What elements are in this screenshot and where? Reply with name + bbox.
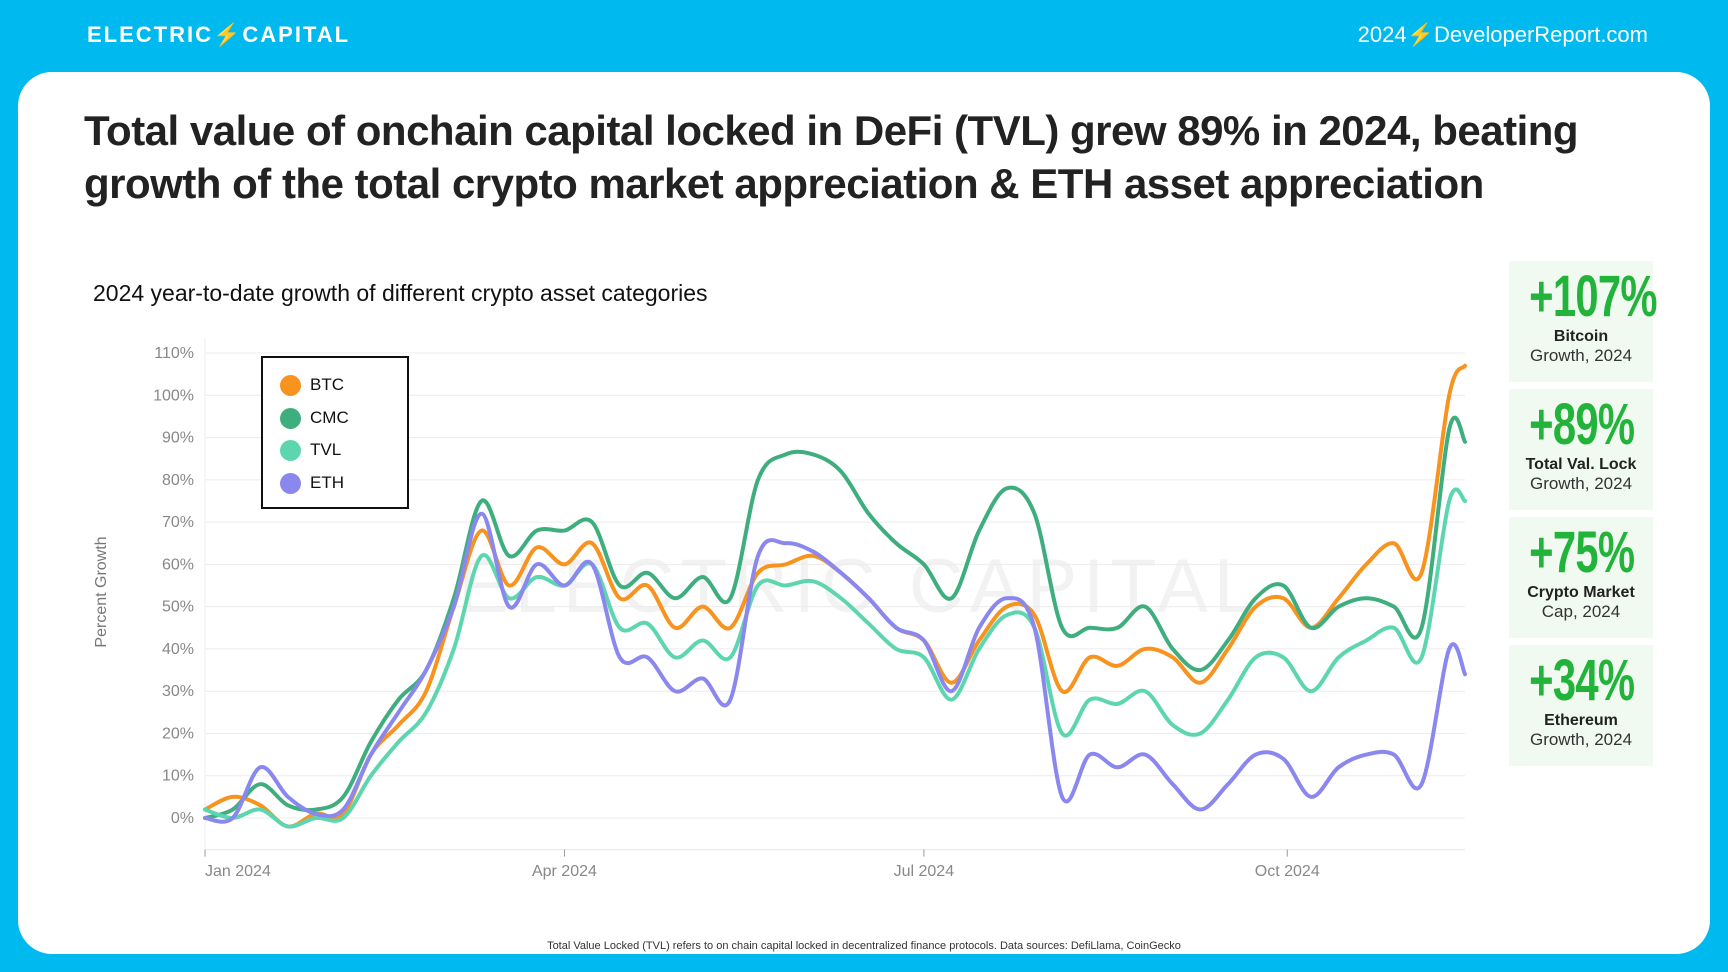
stat-value: +107% <box>1529 264 1657 329</box>
y-tick-label: 70% <box>162 514 194 531</box>
y-tick-label: 0% <box>171 810 194 827</box>
y-tick-label: 30% <box>162 683 194 700</box>
legend-label: CMC <box>310 408 349 427</box>
y-tick-label: 100% <box>153 387 194 404</box>
stat-label: Total Val. Lock <box>1525 456 1637 473</box>
y-tick-label: 90% <box>162 430 194 447</box>
page-title: Total value of onchain capital locked in… <box>84 107 1579 207</box>
stat-sublabel: Growth, 2024 <box>1529 346 1633 365</box>
y-tick-label: 60% <box>162 556 194 573</box>
y-tick-label: 80% <box>162 472 194 489</box>
stat-ethereum: +34% Ethereum Growth, 2024 <box>1509 645 1653 766</box>
y-tick-label: 10% <box>162 768 194 785</box>
legend-swatch <box>280 374 301 396</box>
footnote: Total Value Locked (TVL) refers to on ch… <box>547 940 1181 952</box>
y-tick-label: 20% <box>162 725 194 742</box>
legend-item-tvl: TVL <box>280 439 341 461</box>
legend-label: ETH <box>310 473 344 492</box>
x-tick-label: Jul 2024 <box>894 863 955 880</box>
legend-label: TVL <box>310 440 342 459</box>
legend-item-eth: ETH <box>280 472 344 494</box>
legend: BTC CMC TVL ETH <box>261 356 409 509</box>
series-line-eth <box>203 511 1467 824</box>
stat-label: Bitcoin <box>1553 328 1609 345</box>
developer-report-site: 2024⚡DeveloperReport.com <box>1357 22 1648 47</box>
legend-item-btc: BTC <box>280 374 344 396</box>
stat-label: Crypto Market <box>1527 584 1635 601</box>
y-tick-label: 50% <box>162 599 194 616</box>
stat-sublabel: Growth, 2024 <box>1529 730 1633 749</box>
stat-tvl: +89% Total Val. Lock Growth, 2024 <box>1509 389 1653 510</box>
stat-value: +34% <box>1529 648 1635 713</box>
y-axis-label: Percent Growth <box>93 536 110 647</box>
series-line-tvl <box>203 487 1467 829</box>
electric-capital-logo: ELECTRIC⚡CAPITAL <box>87 22 351 47</box>
y-tick-label: 40% <box>162 641 194 658</box>
legend-swatch <box>280 439 301 461</box>
stat-crypto-market-cap: +75% Crypto Market Cap, 2024 <box>1509 517 1653 638</box>
stat-value: +89% <box>1529 392 1635 457</box>
x-tick-label: Apr 2024 <box>532 863 597 880</box>
stat-sublabel: Growth, 2024 <box>1529 474 1633 493</box>
stat-label: Ethereum <box>1544 712 1618 729</box>
stat-value: +75% <box>1529 520 1635 585</box>
chart-title: 2024 year-to-date growth of different cr… <box>93 280 708 306</box>
x-tick-label: Oct 2024 <box>1255 863 1320 880</box>
y-tick-label: 110% <box>154 345 194 362</box>
legend-item-cmc: CMC <box>280 407 349 429</box>
stat-bitcoin: +107% Bitcoin Growth, 2024 <box>1509 261 1657 382</box>
legend-swatch <box>280 472 301 494</box>
stat-sublabel: Cap, 2024 <box>1541 602 1621 621</box>
legend-label: BTC <box>310 375 344 394</box>
x-tick-label: Jan 2024 <box>205 863 271 880</box>
legend-swatch <box>280 407 301 429</box>
